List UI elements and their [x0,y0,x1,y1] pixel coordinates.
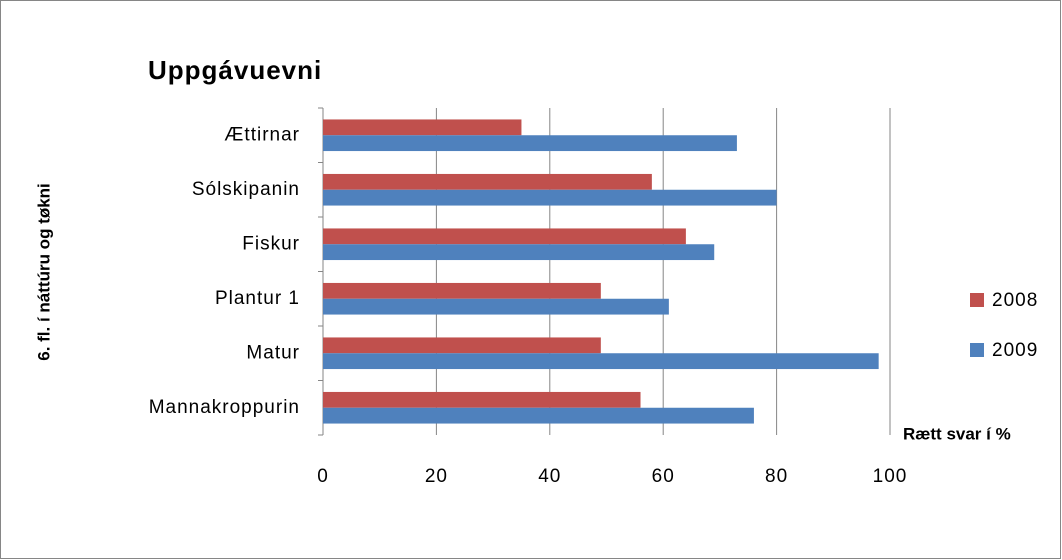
y-tick-label: Sólskipanin [192,179,300,200]
legend-swatch [970,343,984,357]
legend-label: 2008 [992,290,1038,311]
bar [323,282,601,299]
bar [323,135,737,152]
x-tick-label: 0 [317,466,329,487]
legend-label: 2009 [992,340,1038,361]
x-tick-label: 20 [425,466,448,487]
x-tick-label: 80 [765,466,788,487]
legend-swatch [970,293,984,307]
y-axis-label: 6. fl. í náttúru og tøkni [34,183,53,361]
x-tick-label: 100 [873,466,908,487]
bar [323,244,715,261]
y-tick-label: Matur [246,342,300,363]
x-tick-label: 60 [652,466,675,487]
y-tick-label: Mannakroppurin [149,397,300,418]
bar [323,173,652,190]
chart-title: Uppgávuevni [148,55,322,85]
x-tick-label: 40 [538,466,561,487]
bar [323,228,686,245]
y-tick-label: Fiskur [242,233,300,254]
bar [323,119,522,136]
y-tick-label: Ættirnar [224,124,300,145]
bar [323,407,754,424]
bar [323,353,879,370]
y-tick-label: Plantur 1 [215,288,300,309]
bar [323,391,641,408]
bar [323,189,777,206]
bar [323,298,669,315]
bar [323,337,601,354]
x-axis-label: Rætt svar í % [903,424,1011,443]
